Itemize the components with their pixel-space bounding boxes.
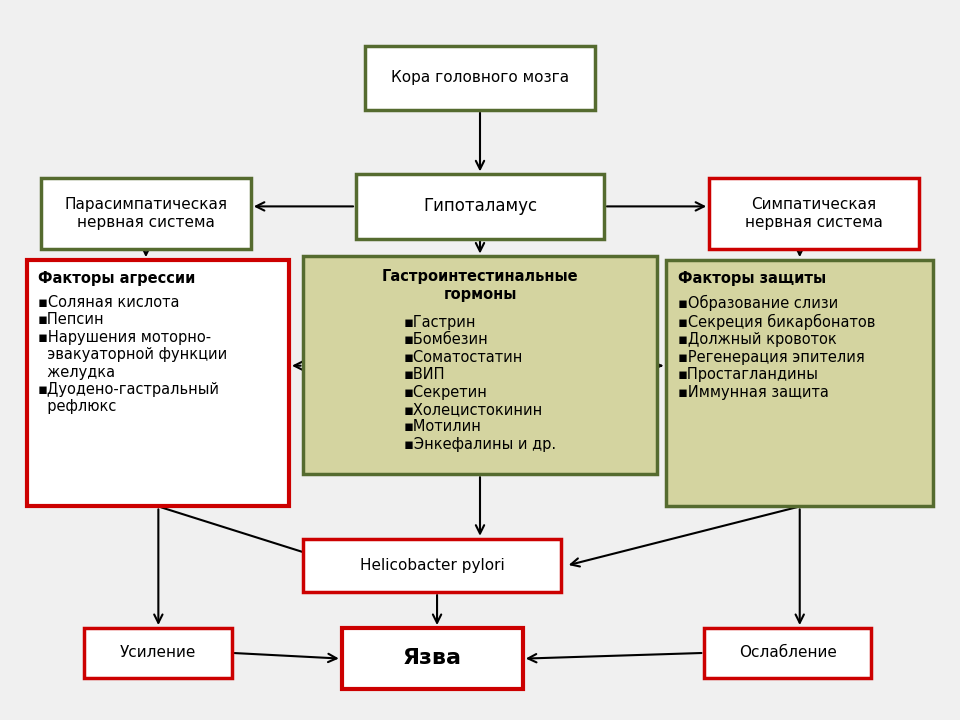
FancyBboxPatch shape <box>84 628 232 678</box>
Text: Усиление: Усиление <box>120 645 196 660</box>
Text: Парасимпатическая
нервная система: Парасимпатическая нервная система <box>64 197 228 230</box>
FancyBboxPatch shape <box>666 260 933 506</box>
Text: Симпатическая
нервная система: Симпатическая нервная система <box>745 197 883 230</box>
FancyBboxPatch shape <box>705 628 872 678</box>
Text: ▪Гастрин
▪Бомбезин
▪Соматостатин
▪ВИП
▪Секретин
▪Холецистокинин
▪Мотилин
▪Энкефа: ▪Гастрин ▪Бомбезин ▪Соматостатин ▪ВИП ▪С… <box>404 315 556 451</box>
FancyBboxPatch shape <box>41 178 251 249</box>
FancyBboxPatch shape <box>709 178 919 249</box>
Text: Язва: Язва <box>403 648 462 668</box>
Text: Ослабление: Ослабление <box>739 645 837 660</box>
Text: Факторы защиты: Факторы защиты <box>678 271 826 287</box>
Text: ▪Образование слизи
▪Секреция бикарбонатов
▪Должный кровоток
▪Регенерация эпители: ▪Образование слизи ▪Секреция бикарбонато… <box>678 295 875 400</box>
FancyBboxPatch shape <box>303 256 657 474</box>
Text: Helicobacter pylori: Helicobacter pylori <box>360 558 505 573</box>
FancyBboxPatch shape <box>27 260 289 506</box>
FancyBboxPatch shape <box>356 174 604 238</box>
Text: Факторы агрессии: Факторы агрессии <box>38 271 196 287</box>
Text: ▪Соляная кислота
▪Пепсин
▪Нарушения моторно-
  эвакуаторной функции
  желудка
▪Д: ▪Соляная кислота ▪Пепсин ▪Нарушения мото… <box>38 295 228 415</box>
FancyBboxPatch shape <box>342 628 523 688</box>
Text: Гастроинтестинальные
гормоны: Гастроинтестинальные гормоны <box>382 269 578 302</box>
Text: Гипоталамус: Гипоталамус <box>423 197 537 215</box>
FancyBboxPatch shape <box>366 45 594 110</box>
Text: Кора головного мозга: Кора головного мозга <box>391 71 569 85</box>
FancyBboxPatch shape <box>303 539 562 592</box>
